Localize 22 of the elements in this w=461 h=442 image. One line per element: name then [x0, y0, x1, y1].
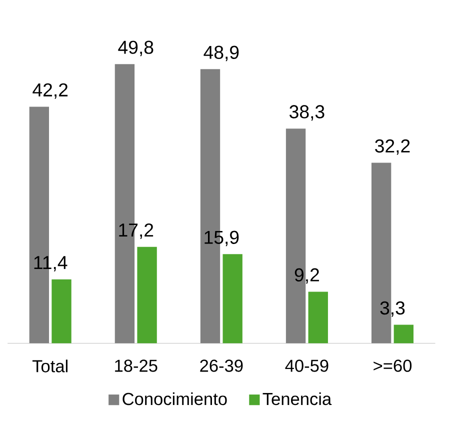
x-tick-label: 18-25: [115, 360, 158, 372]
data-label: 38,3: [290, 105, 324, 121]
x-tick-label: 40-59: [285, 360, 328, 372]
bar: [222, 254, 242, 344]
bar: [52, 280, 72, 344]
legend-label: Tenencia: [262, 392, 332, 406]
data-label: 32,2: [375, 140, 410, 155]
x-tick-label: Total: [32, 360, 68, 372]
data-label: 3,3: [380, 302, 405, 317]
data-label: 15,9: [204, 230, 239, 246]
data-label: 48,9: [204, 46, 239, 62]
legend-label: Conocimiento: [122, 392, 227, 406]
bar: [137, 247, 157, 344]
x-tick-label: >=60: [374, 360, 412, 372]
bar: [394, 324, 414, 344]
data-label: 11,4: [34, 256, 68, 272]
data-label: 9,2: [294, 268, 319, 284]
bar: [308, 292, 328, 344]
data-label: 17,2: [119, 224, 154, 239]
x-tick-label: 26-39: [200, 360, 243, 372]
data-label: 42,2: [32, 83, 68, 99]
data-label: 49,8: [118, 40, 154, 56]
